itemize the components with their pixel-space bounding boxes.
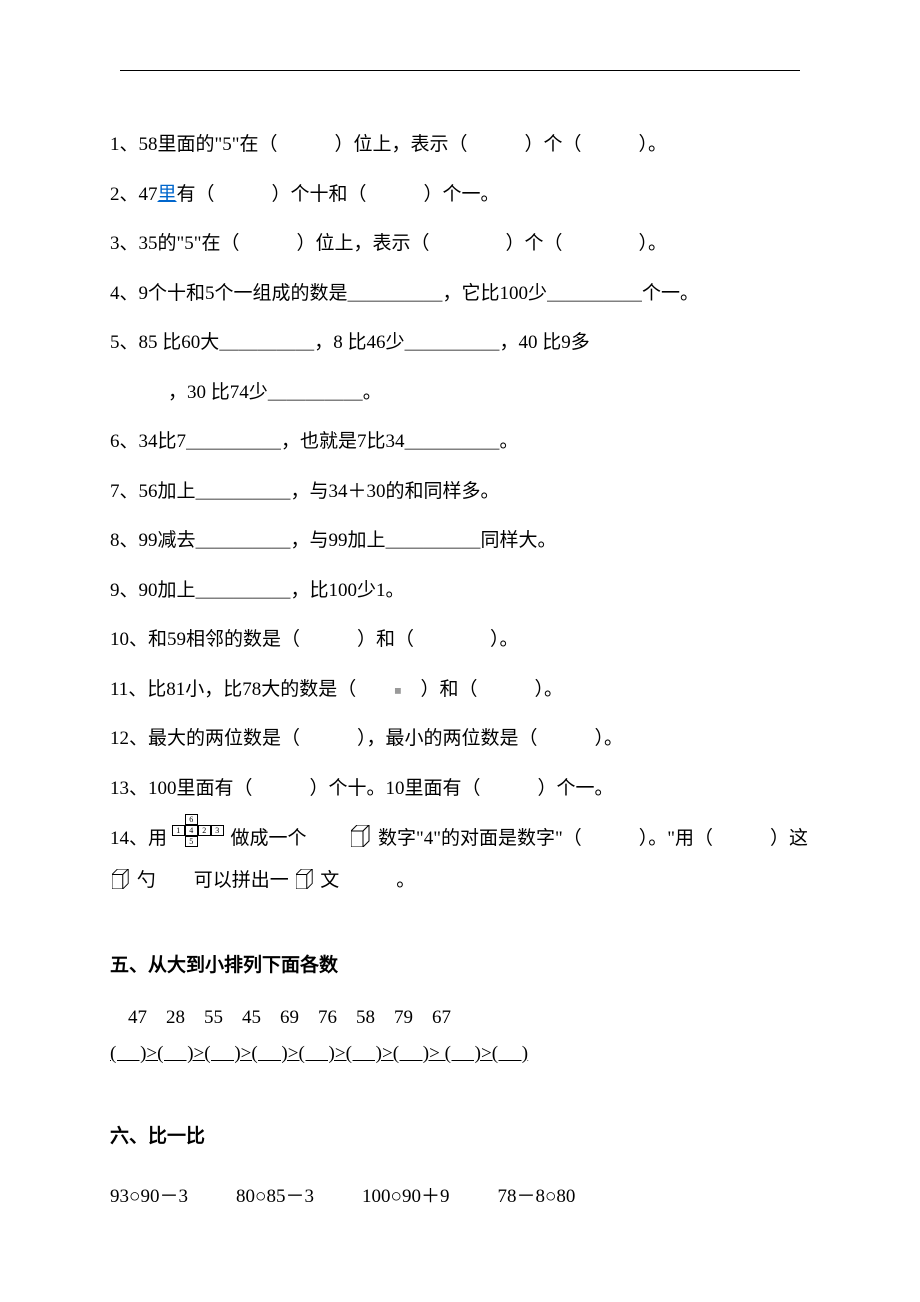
q14-text-c: 数字"4"的对面是数字"（ ）。"用（ ）这: [378, 828, 808, 849]
question-5b: ，30 比74少＿＿＿＿＿。: [110, 369, 820, 417]
cube-icon-3: [296, 869, 314, 889]
compare-item-4: 78－8○80: [497, 1173, 575, 1221]
cube-net-icon: 6 1 4 2 3 5: [172, 814, 226, 848]
net-cell-6: 6: [185, 814, 198, 825]
top-rule: [120, 70, 800, 71]
cube-icon-2: [112, 869, 130, 889]
compare-row: 93○90－3 80○85－3 100○90＋9 78－8○80: [110, 1173, 820, 1221]
sort-numbers: 47 28 55 45 69 76 58 79 67: [110, 1001, 820, 1035]
q2-link: 里: [158, 184, 177, 205]
compare-item-2: 80○85－3: [236, 1173, 314, 1221]
net-cell-4: 4: [185, 825, 198, 836]
cube-icon: [351, 825, 371, 847]
question-10: 10、和59相邻的数是（ ）和（ ）。: [110, 616, 820, 664]
question-8: 8、99减去＿＿＿＿＿，与99加上＿＿＿＿＿同样大。: [110, 517, 820, 565]
q2-text-a: 2、47: [110, 184, 158, 205]
q11-text-b: ）和（ ）。: [402, 679, 564, 700]
question-6: 6、34比7＿＿＿＿＿，也就是7比34＿＿＿＿＿。: [110, 418, 820, 466]
question-5a: 5、85 比60大＿＿＿＿＿，8 比46少＿＿＿＿＿，40 比9多: [110, 319, 820, 367]
compare-item-3: 100○90＋9: [362, 1173, 449, 1221]
sort-slots: ( )>( )>( )>( )>( )>( )>( )> ( )>( ): [110, 1035, 820, 1073]
question-4: 4、9个十和5个一组成的数是＿＿＿＿＿，它比100少＿＿＿＿＿个一。: [110, 270, 820, 318]
question-14: 14、用 6 1 4 2 3 5 做成一个 数字"4"的对面是数字"（ ）。"用…: [110, 814, 820, 902]
net-cell-3: 3: [211, 825, 224, 836]
net-cell-5: 5: [185, 836, 198, 847]
question-9: 9、90加上＿＿＿＿＿，比100少1。: [110, 567, 820, 615]
q11-text-a: 11、比81小，比78大的数是（: [110, 679, 394, 700]
q14-text-b: 做成一个: [231, 828, 345, 849]
net-cell-1: 1: [172, 825, 185, 836]
question-11: 11、比81小，比78大的数是（ ■ ）和（ ）。: [110, 666, 820, 714]
q14-text-e: 文 。: [320, 870, 415, 891]
q2-text-b: 有（ ）个十和（ ）个一。: [177, 184, 500, 205]
question-12: 12、最大的两位数是（ ），最小的两位数是（ ）。: [110, 715, 820, 763]
section-5-title: 五、从大到小排列下面各数: [110, 942, 820, 990]
question-2: 2、47里有（ ）个十和（ ）个一。: [110, 171, 820, 219]
question-1: 1、58里面的"5"在（ ）位上，表示（ ）个（ ）。: [110, 121, 820, 169]
net-cell-2: 2: [198, 825, 211, 836]
q14-text-a: 14、用: [110, 828, 167, 849]
section-6-title: 六、比一比: [110, 1113, 820, 1161]
question-7: 7、56加上＿＿＿＿＿，与34＋30的和同样多。: [110, 468, 820, 516]
question-3: 3、35的"5"在（ ）位上，表示（ ）个（ ）。: [110, 220, 820, 268]
question-13: 13、100里面有（ ）个十。10里面有（ ）个一。: [110, 765, 820, 813]
placeholder-icon: ■: [394, 683, 401, 697]
q14-text-d: 勺 可以拼出一: [137, 870, 289, 891]
compare-item-1: 93○90－3: [110, 1173, 188, 1221]
